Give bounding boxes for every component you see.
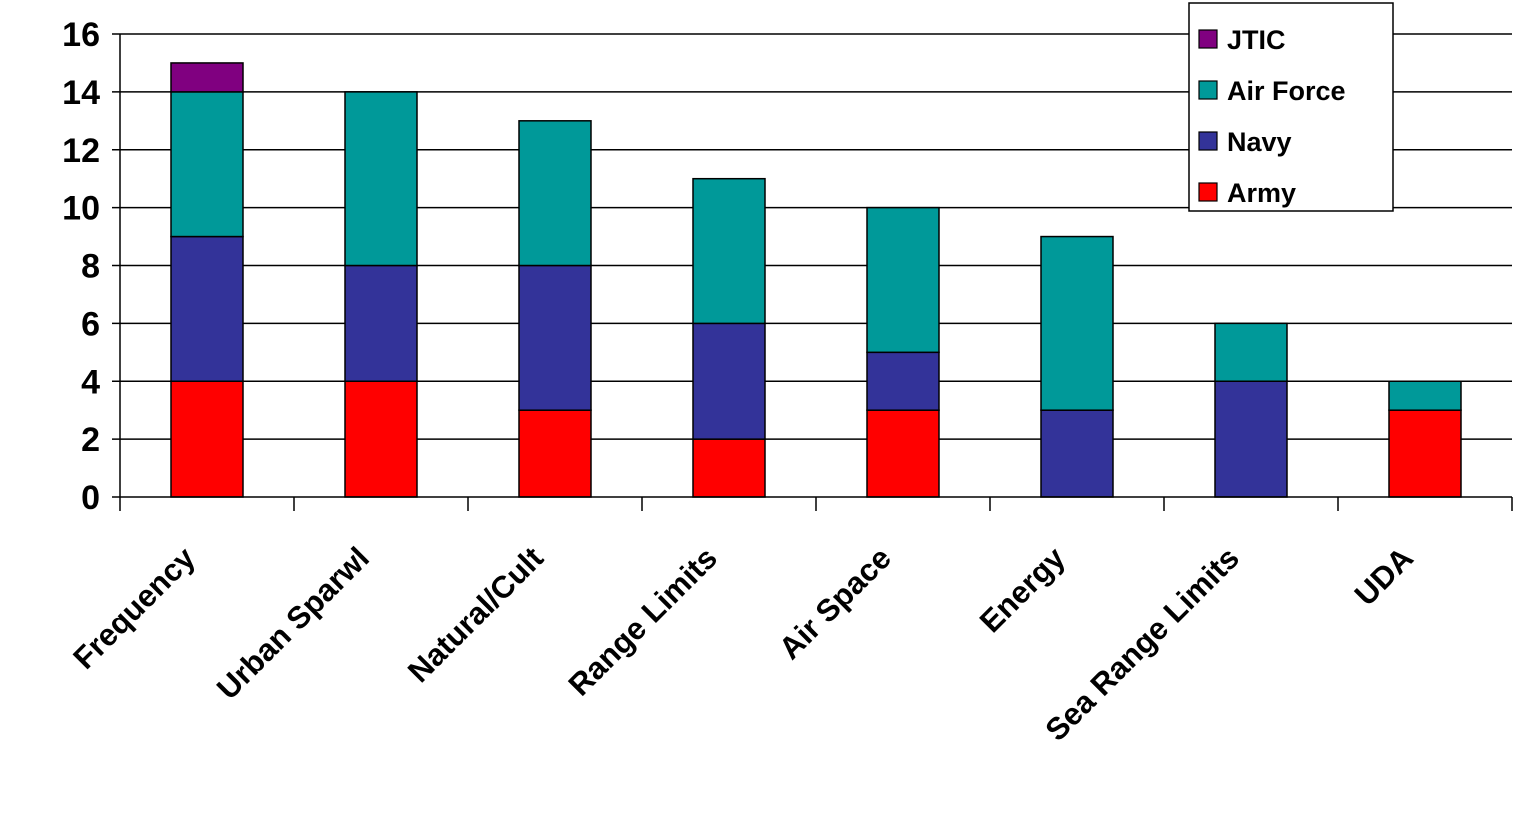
- bar-segment: [170, 62, 244, 93]
- bar-segment: [344, 91, 418, 267]
- bar-segment: [344, 380, 418, 498]
- bar-segment: [344, 264, 418, 382]
- legend-label: Navy: [1227, 127, 1292, 157]
- y-tick-label: 4: [81, 363, 100, 401]
- x-tick-label: UDA: [1348, 540, 1420, 612]
- bar-segment: [170, 235, 244, 382]
- bar-segment: [518, 120, 592, 267]
- bar-segment: [1214, 380, 1288, 498]
- legend-swatch: [1198, 131, 1218, 151]
- legend: JTIC Air Force Navy Army: [1188, 2, 1394, 212]
- bar-segment: [692, 438, 766, 498]
- bar-segment: [1388, 380, 1462, 411]
- y-tick-label: 12: [62, 132, 100, 170]
- y-tick-label: 16: [62, 16, 100, 54]
- x-tick-label: Energy: [973, 540, 1073, 640]
- legend-swatch: [1198, 182, 1218, 202]
- x-tick-label: Urban Sparwl: [210, 540, 376, 706]
- y-tick-labels: 0 2 4 6 8 10 12 14 16: [62, 16, 100, 517]
- y-tick-label: 0: [81, 479, 100, 517]
- x-tick-label: Air Space: [772, 540, 898, 666]
- x-tick-label: Frequency: [66, 540, 202, 676]
- x-tick-label: Natural/Cult: [401, 540, 550, 689]
- x-tick-labels: Frequency Urban Sparwl Natural/Cult Range L…: [66, 540, 1420, 748]
- bar-segment: [170, 91, 244, 238]
- bar-segment: [518, 264, 592, 411]
- bar-segment: [1214, 322, 1288, 382]
- x-tick-label: Range Limits: [562, 540, 724, 702]
- legend-swatch: [1198, 80, 1218, 100]
- bar-segment: [518, 409, 592, 498]
- legend-swatch: [1198, 29, 1218, 49]
- bar-segment: [866, 409, 940, 498]
- legend-box: [1188, 2, 1394, 212]
- bar-segment: [866, 351, 940, 411]
- y-tick-label: 10: [62, 190, 100, 228]
- y-tick-label: 14: [62, 74, 100, 112]
- bar-segment: [1388, 409, 1462, 498]
- legend-label: Air Force: [1227, 76, 1346, 106]
- bar-segment: [866, 206, 940, 354]
- legend-label: Army: [1227, 178, 1296, 208]
- bar-segment: [692, 322, 766, 440]
- axes: [112, 33, 1513, 511]
- bar-segment: [170, 380, 244, 498]
- y-tick-label: 6: [81, 305, 100, 343]
- bars: [170, 62, 1462, 498]
- y-tick-label: 2: [81, 421, 100, 459]
- y-tick-label: 8: [81, 248, 100, 286]
- bar-segment: [1040, 235, 1114, 411]
- bar-segment: [1040, 409, 1114, 498]
- legend-label: JTIC: [1227, 25, 1286, 55]
- x-tick-label: Sea Range Limits: [1038, 540, 1245, 747]
- bar-segment: [692, 177, 766, 325]
